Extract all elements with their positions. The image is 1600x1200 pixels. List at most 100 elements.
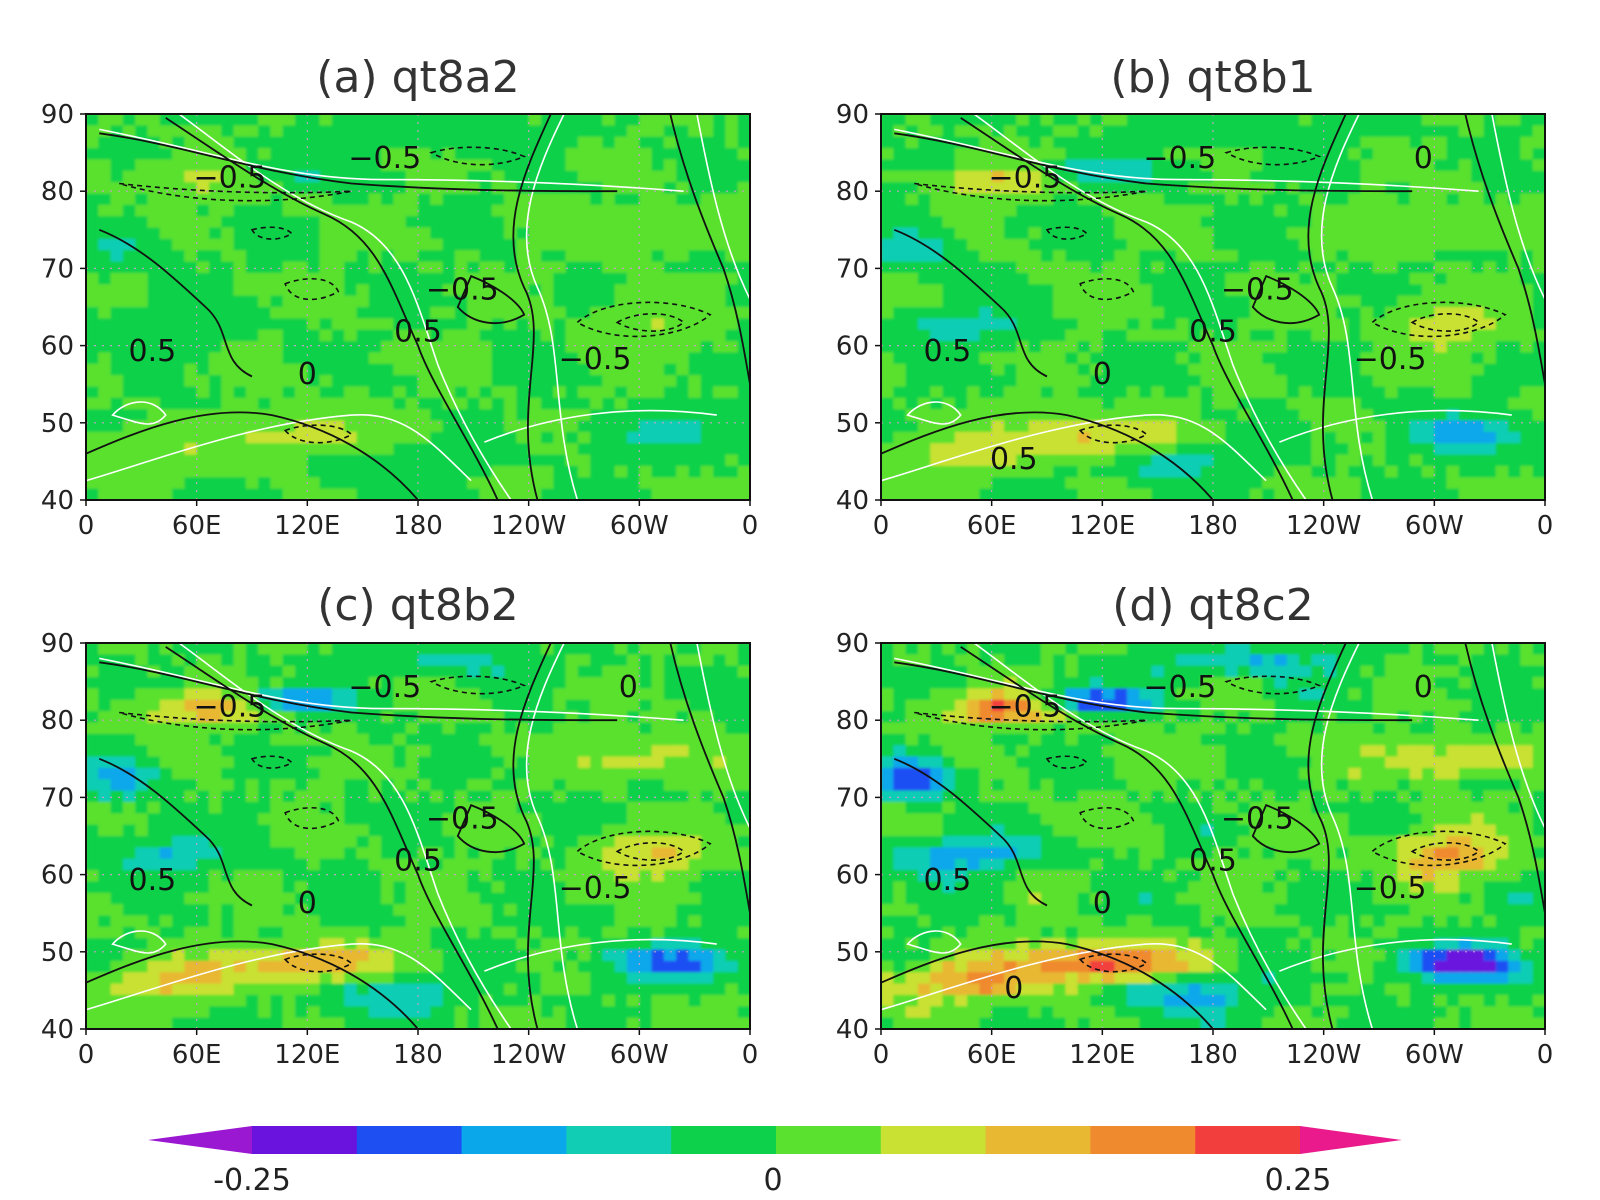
field-cell <box>1508 284 1522 297</box>
field-cell <box>541 756 555 769</box>
field-cell <box>577 431 591 445</box>
field-cell <box>528 114 542 127</box>
field-cell <box>676 767 690 781</box>
field-cell <box>1102 386 1116 399</box>
field-cell <box>700 204 714 217</box>
field-cell <box>565 677 579 690</box>
field-cell <box>122 688 136 701</box>
field-cell <box>1495 318 1509 331</box>
field-cell <box>1139 284 1153 297</box>
contour-dashed <box>615 313 685 332</box>
field-cell <box>295 745 309 758</box>
field-cell <box>713 443 727 456</box>
field-cell <box>393 431 407 445</box>
field-cell <box>688 745 702 758</box>
field-cell <box>942 375 956 388</box>
y-tick-label: 40 <box>836 486 869 516</box>
field-cell <box>737 677 750 690</box>
field-cell <box>688 375 702 388</box>
field-cell <box>135 204 149 217</box>
field-cell <box>196 159 210 172</box>
field-cell <box>1446 363 1460 376</box>
field-cell <box>967 454 981 467</box>
field-cell <box>307 654 321 667</box>
field-cell <box>639 767 653 781</box>
field-cell <box>905 148 919 161</box>
field-cell <box>1237 397 1251 410</box>
field-cell <box>381 477 395 490</box>
field-cell <box>344 813 358 826</box>
field-cell <box>1139 250 1153 263</box>
field-cell <box>602 488 616 500</box>
field-cell <box>590 329 604 342</box>
field-cell <box>135 375 149 388</box>
field-cell <box>1176 238 1190 252</box>
field-cell <box>307 307 321 320</box>
field-cell <box>1520 136 1534 149</box>
field-cell <box>344 204 358 217</box>
field-cell <box>1126 159 1140 172</box>
field-cell <box>122 148 136 161</box>
field-cell <box>159 431 173 445</box>
field-cell <box>590 397 604 410</box>
field-cell <box>147 477 161 490</box>
field-cell <box>479 307 493 320</box>
field-cell <box>504 431 518 445</box>
field-cell <box>1188 341 1202 354</box>
field-cell <box>1102 148 1116 161</box>
field-cell <box>991 341 1005 354</box>
field-cell <box>1004 454 1018 467</box>
field-cell <box>1262 204 1276 217</box>
field-cell <box>1323 431 1337 445</box>
field-cell <box>893 409 907 422</box>
field-cell <box>651 688 665 701</box>
field-cell <box>368 182 382 195</box>
field-cell <box>1163 329 1177 342</box>
field-cell <box>209 341 223 354</box>
field-cell <box>331 465 345 479</box>
field-cell <box>627 813 641 826</box>
field-cell <box>159 341 173 354</box>
field-cell <box>184 722 198 735</box>
field-cell <box>713 170 727 183</box>
field-cell <box>1262 238 1276 252</box>
field-cell <box>614 170 628 183</box>
field-cell <box>1422 409 1436 422</box>
field-cell <box>159 148 173 161</box>
field-cell <box>258 148 272 161</box>
field-cell <box>553 295 567 308</box>
field-cell <box>627 881 641 894</box>
field-cell <box>1114 284 1128 297</box>
field-cell <box>184 159 198 172</box>
field-cell <box>1446 465 1460 479</box>
field-cell <box>614 341 628 354</box>
field-cell <box>1397 431 1411 445</box>
field-cell <box>528 386 542 399</box>
field-cell <box>1213 397 1227 410</box>
field-cell <box>1016 261 1030 274</box>
field-cell <box>233 465 247 479</box>
field-cell <box>553 870 567 883</box>
field-cell <box>1213 420 1227 433</box>
field-cell <box>147 836 161 849</box>
field-cell <box>159 159 173 172</box>
field-cell <box>1348 159 1362 172</box>
field-cell <box>430 665 444 678</box>
field-cell <box>614 779 628 792</box>
field-cell <box>122 881 136 894</box>
field-cell <box>1446 307 1460 320</box>
field-cell <box>368 488 382 500</box>
field-cell <box>270 125 284 138</box>
field-cell <box>893 216 907 229</box>
field-cell <box>1409 295 1423 308</box>
field-cell <box>967 238 981 252</box>
field-cell <box>1114 159 1128 172</box>
field-cell <box>319 386 333 399</box>
field-cell <box>184 409 198 422</box>
field-cell <box>405 881 419 894</box>
field-cell <box>1274 284 1288 297</box>
field-cell <box>491 204 505 217</box>
field-cell <box>639 397 653 410</box>
field-cell <box>1065 375 1079 388</box>
field-cell <box>479 665 493 678</box>
